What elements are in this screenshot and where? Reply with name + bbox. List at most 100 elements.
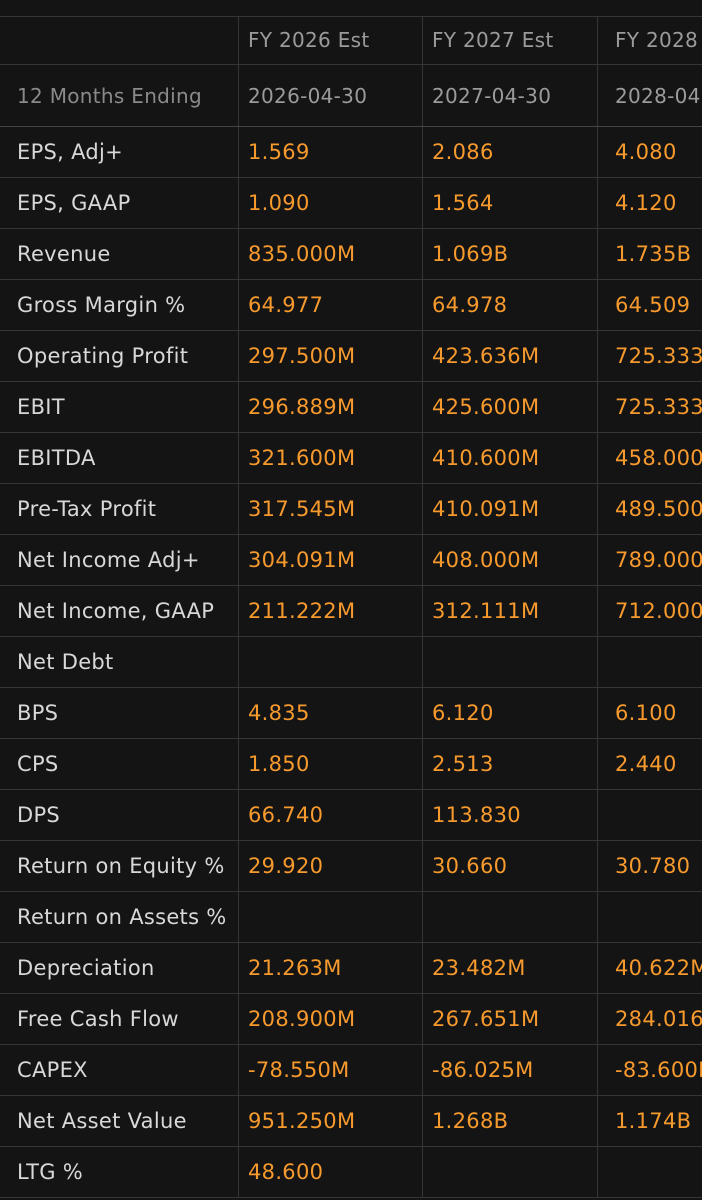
table-row[interactable]: Net Asset Value 951.250M 1.268B 1.174B [0,1096,702,1147]
value-cell: 458.000 [597,433,702,483]
value-cell: 321.600M [238,433,422,483]
value-cell: 1.564 [422,178,597,228]
value-cell: 4.080 [597,127,702,177]
row-label: EPS, Adj+ [17,140,124,164]
row-label: CPS [17,752,59,776]
value-cell: 1.174B [597,1096,702,1146]
row-label: Return on Assets % [17,905,227,929]
value-cell: 6.120 [422,688,597,738]
top-strip [0,0,702,17]
row-label: EBITDA [17,446,96,470]
table-row[interactable]: Net Debt [0,637,702,688]
ending-label: 12 Months Ending [17,83,203,108]
value-cell: 317.545M [238,484,422,534]
table-row[interactable]: Return on Assets % [0,892,702,943]
value-cell: -86.025M [422,1045,597,1095]
row-label: Pre-Tax Profit [17,497,157,521]
table-row[interactable]: Free Cash Flow 208.900M 267.651M 284.016 [0,994,702,1045]
value-cell: 425.600M [422,382,597,432]
value-cell: 1.735B [597,229,702,279]
table-row[interactable]: EPS, Adj+ 1.569 2.086 4.080 [0,127,702,178]
value-cell: 113.830 [422,790,597,840]
row-label: Net Debt [17,650,114,674]
value-cell: 1.850 [238,739,422,789]
row-label: CAPEX [17,1058,88,1082]
value-cell [422,892,597,942]
table-row[interactable]: EBITDA 321.600M 410.600M 458.000 [0,433,702,484]
table-row[interactable]: Depreciation 21.263M 23.482M 40.622M [0,943,702,994]
value-cell [597,892,702,942]
value-cell: 64.977 [238,280,422,330]
row-label: Free Cash Flow [17,1007,179,1031]
value-cell: 66.740 [238,790,422,840]
ending-date-fy2026: 2026-04-30 [238,65,422,126]
row-label: Revenue [17,242,111,266]
value-cell: 725.333 [597,331,702,381]
value-cell: 4.835 [238,688,422,738]
table-row[interactable]: EBIT 296.889M 425.600M 725.333 [0,382,702,433]
table-row[interactable]: BPS 4.835 6.120 6.100 [0,688,702,739]
table-row[interactable]: Pre-Tax Profit 317.545M 410.091M 489.500 [0,484,702,535]
value-cell: 410.091M [422,484,597,534]
value-cell: 423.636M [422,331,597,381]
estimates-table: FY 2026 Est FY 2027 Est FY 2028 12 Month… [0,16,702,1198]
value-cell: 23.482M [422,943,597,993]
table-row[interactable]: Net Income, GAAP 211.222M 312.111M 712.000 [0,586,702,637]
value-cell: 1.090 [238,178,422,228]
value-cell: 2.086 [422,127,597,177]
value-cell: 1.569 [238,127,422,177]
ending-date-fy2028: 2028-04 [597,65,702,126]
value-cell: 410.600M [422,433,597,483]
row-label: EPS, GAAP [17,191,131,215]
value-cell: 2.440 [597,739,702,789]
row-label: Gross Margin % [17,293,186,317]
column-header-fy2026[interactable]: FY 2026 Est [238,16,422,64]
value-cell: 4.120 [597,178,702,228]
value-cell [422,637,597,687]
value-cell: 29.920 [238,841,422,891]
row-label: Net Income Adj+ [17,548,200,572]
value-cell: 725.333 [597,382,702,432]
value-cell [597,1147,702,1197]
value-cell: 312.111M [422,586,597,636]
table-row[interactable]: LTG % 48.600 [0,1147,702,1198]
value-cell: 21.263M [238,943,422,993]
table-row[interactable]: EPS, GAAP 1.090 1.564 4.120 [0,178,702,229]
table-row[interactable]: DPS 66.740 113.830 [0,790,702,841]
table-row[interactable]: CPS 1.850 2.513 2.440 [0,739,702,790]
column-header-fy2028[interactable]: FY 2028 [597,16,702,64]
table-row[interactable]: Return on Equity % 29.920 30.660 30.780 [0,841,702,892]
table-row[interactable]: CAPEX -78.550M-86.025M-83.600M [0,1045,702,1096]
value-cell: 297.500M [238,331,422,381]
value-cell: 951.250M [238,1096,422,1146]
value-cell: 835.000M [238,229,422,279]
value-cell: 712.000 [597,586,702,636]
row-label: Net Asset Value [17,1109,187,1133]
row-label: Operating Profit [17,344,189,368]
value-cell: 30.780 [597,841,702,891]
row-label: Net Income, GAAP [17,599,215,623]
value-cell: 489.500 [597,484,702,534]
column-header-fy2027[interactable]: FY 2027 Est [422,16,597,64]
value-cell: -78.550M [238,1045,422,1095]
value-cell: 208.900M [238,994,422,1044]
period-header-row: FY 2026 Est FY 2027 Est FY 2028 [0,16,702,65]
row-label: DPS [17,803,61,827]
value-cell: 408.000M [422,535,597,585]
table-row[interactable]: Net Income Adj+ 304.091M 408.000M 789.000 [0,535,702,586]
value-cell: 64.978 [422,280,597,330]
row-label: Depreciation [17,956,155,980]
value-cell [238,637,422,687]
value-cell: 1.069B [422,229,597,279]
table-row[interactable]: Operating Profit 297.500M 423.636M 725.333 [0,331,702,382]
table-row[interactable]: Revenue 835.000M 1.069B 1.735B [0,229,702,280]
value-cell: 64.509 [597,280,702,330]
value-cell: 1.268B [422,1096,597,1146]
table-row[interactable]: Gross Margin % 64.977 64.978 64.509 [0,280,702,331]
value-cell: 2.513 [422,739,597,789]
value-cell: 304.091M [238,535,422,585]
ending-date-row: 12 Months Ending 2026-04-30 2027-04-30 2… [0,65,702,127]
ending-date-fy2027: 2027-04-30 [422,65,597,126]
value-cell: 40.622M [597,943,702,993]
row-label: EBIT [17,395,65,419]
